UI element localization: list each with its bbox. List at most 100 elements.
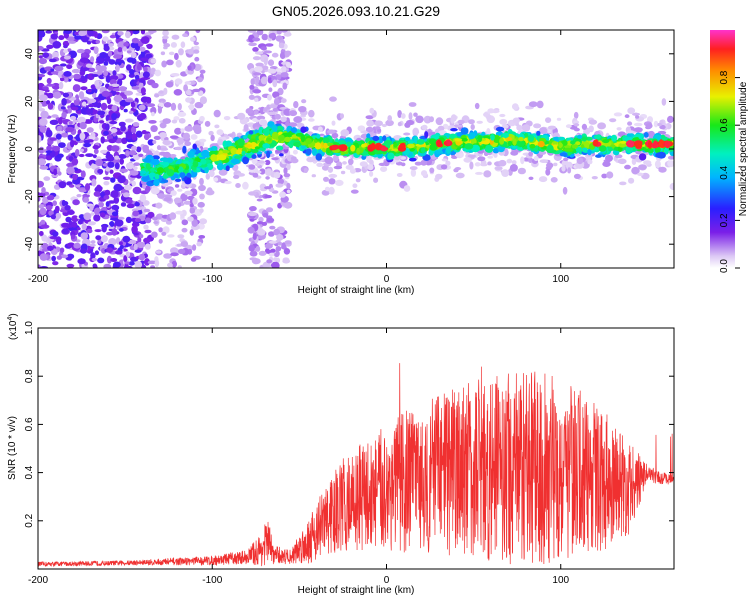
heatmap-cell-620 [58, 35, 65, 41]
heatmap-cell-2502 [263, 107, 268, 112]
heatmap-cell-547 [73, 73, 82, 80]
heatmap-cell-2492 [349, 168, 356, 174]
heatmap-cell-883 [117, 175, 126, 184]
heatmap-cell-1631 [268, 252, 275, 257]
heatmap-cell-521 [61, 98, 67, 106]
heatmap-cell-1573 [276, 30, 282, 35]
heatmap-cell-990 [50, 68, 55, 72]
heatmap-cell-1799 [193, 127, 202, 135]
heatmap-cell-2452 [374, 126, 381, 130]
heatmap-cell-2477 [204, 120, 211, 127]
heatmap-cell-1230 [170, 247, 179, 255]
heatmap-cell-1053 [40, 224, 50, 229]
heatmap-cell-1010 [122, 192, 130, 198]
heatmap-cell-396 [119, 253, 126, 258]
heatmap-cell-2348 [501, 169, 510, 178]
heatmap-cell-1969 [400, 162, 406, 167]
heatmap-cell-2247 [661, 98, 667, 106]
heatmap-cell-83 [79, 148, 85, 152]
heatmap-cell-562 [127, 239, 137, 245]
heatmap-cell-1751 [631, 158, 637, 165]
heatmap-cell-1592 [281, 66, 287, 73]
heatmap-cell-1310 [178, 118, 186, 124]
heatmap-cell-2436 [421, 124, 428, 130]
heatmap-cell-2512 [440, 164, 448, 170]
heatmap-cell-701 [101, 225, 107, 233]
heatmap-cell-1634 [264, 186, 272, 190]
heatmap-cell-1907 [516, 124, 523, 131]
heatmap-cell-1204 [163, 87, 168, 95]
heatmap-cell-2043 [206, 187, 213, 195]
heatmap-cell-1049 [99, 52, 108, 59]
heatmap-cell-1338 [163, 43, 171, 48]
heatmap-cell-973 [83, 197, 90, 203]
heatmap-cell-2372 [486, 128, 491, 136]
heatmap-cell-205 [106, 255, 112, 264]
heatmap-cell-1812 [161, 182, 169, 187]
heatmap-cell-2552 [359, 161, 368, 167]
heatmap-cell-932 [124, 261, 130, 265]
heatmap-cell-1642 [266, 217, 275, 223]
heatmap-cell-878 [90, 252, 96, 260]
heatmap-cell-3901 [581, 137, 588, 141]
heatmap-cell-1796 [624, 164, 631, 170]
heatmap-cell-970 [103, 195, 110, 200]
heatmap-cell-4006 [248, 130, 254, 135]
heatmap-cell-802 [123, 255, 128, 263]
heatmap-cell-998 [137, 63, 142, 71]
heatmap-cell-385 [58, 81, 64, 90]
heatmap-cell-2066 [355, 178, 361, 183]
heatmap-cell-586 [125, 119, 133, 122]
heatmap-cell-2732 [174, 178, 182, 182]
heatmap-cell-473 [70, 115, 77, 120]
heatmap-cell-395 [90, 240, 96, 244]
heatmap-cell-1024 [107, 85, 114, 91]
heatmap-cell-2364 [306, 157, 315, 163]
heatmap-cell-2501 [415, 115, 424, 124]
heatmap-cell-1292 [169, 135, 179, 139]
heatmap-cell-1598 [261, 65, 269, 70]
heatmap-cell-718 [77, 220, 83, 225]
heatmap-cell-1081 [91, 178, 97, 187]
heatmap-cell-1677 [282, 82, 288, 90]
heatmap-cell-983 [47, 245, 54, 251]
heatmap-cell-2537 [657, 122, 662, 127]
heatmap-cell-1687 [476, 120, 483, 124]
heatmap-cell-2189 [445, 160, 451, 166]
heatmap-cell-1655 [284, 51, 290, 58]
heatmap-cell-1547 [259, 168, 266, 175]
heatmap-cell-961 [83, 139, 91, 144]
heatmap-cell-928 [113, 261, 121, 268]
heatmap-cell-1007 [87, 30, 94, 37]
heatmap-cell-739 [109, 79, 117, 85]
heatmap-cell-1364 [255, 62, 264, 67]
heatmap-cell-4257 [254, 146, 260, 150]
heatmap-cell-1051 [62, 92, 70, 98]
heatmap-cell-1027 [94, 80, 100, 87]
heatmap-cell-1329 [154, 259, 160, 268]
heatmap-x-tick-label-0: -200 [28, 274, 48, 285]
heatmap-cell-378 [76, 48, 85, 54]
heatmap-cell-2280 [613, 112, 623, 117]
heatmap-cell-1096 [46, 194, 55, 201]
heatmap-cell-2149 [562, 186, 568, 195]
heatmap-cell-1648 [262, 263, 272, 268]
heatmap-cell-1235 [192, 88, 201, 93]
heatmap-cell-3750 [255, 135, 260, 141]
heatmap-cell-29 [131, 30, 140, 35]
heatmap-cell-4225 [356, 147, 361, 155]
heatmap-cell-611 [89, 243, 96, 247]
heatmap-cell-3816 [204, 167, 209, 174]
heatmap-cell-4262 [179, 172, 186, 179]
heatmap-cell-2415 [634, 127, 643, 133]
heatmap-cell-716 [138, 253, 146, 261]
heatmap-cell-1894 [198, 184, 206, 192]
heatmap-cell-807 [93, 264, 98, 268]
heatmap-cell-1334 [154, 69, 162, 77]
heatmap-cell-1963 [510, 150, 519, 156]
heatmap-cell-3981 [344, 138, 354, 144]
heatmap-cell-484 [131, 86, 140, 90]
heatmap-cell-1052 [134, 201, 140, 207]
heatmap-cell-805 [139, 46, 146, 52]
heatmap-cell-1608 [276, 234, 284, 241]
